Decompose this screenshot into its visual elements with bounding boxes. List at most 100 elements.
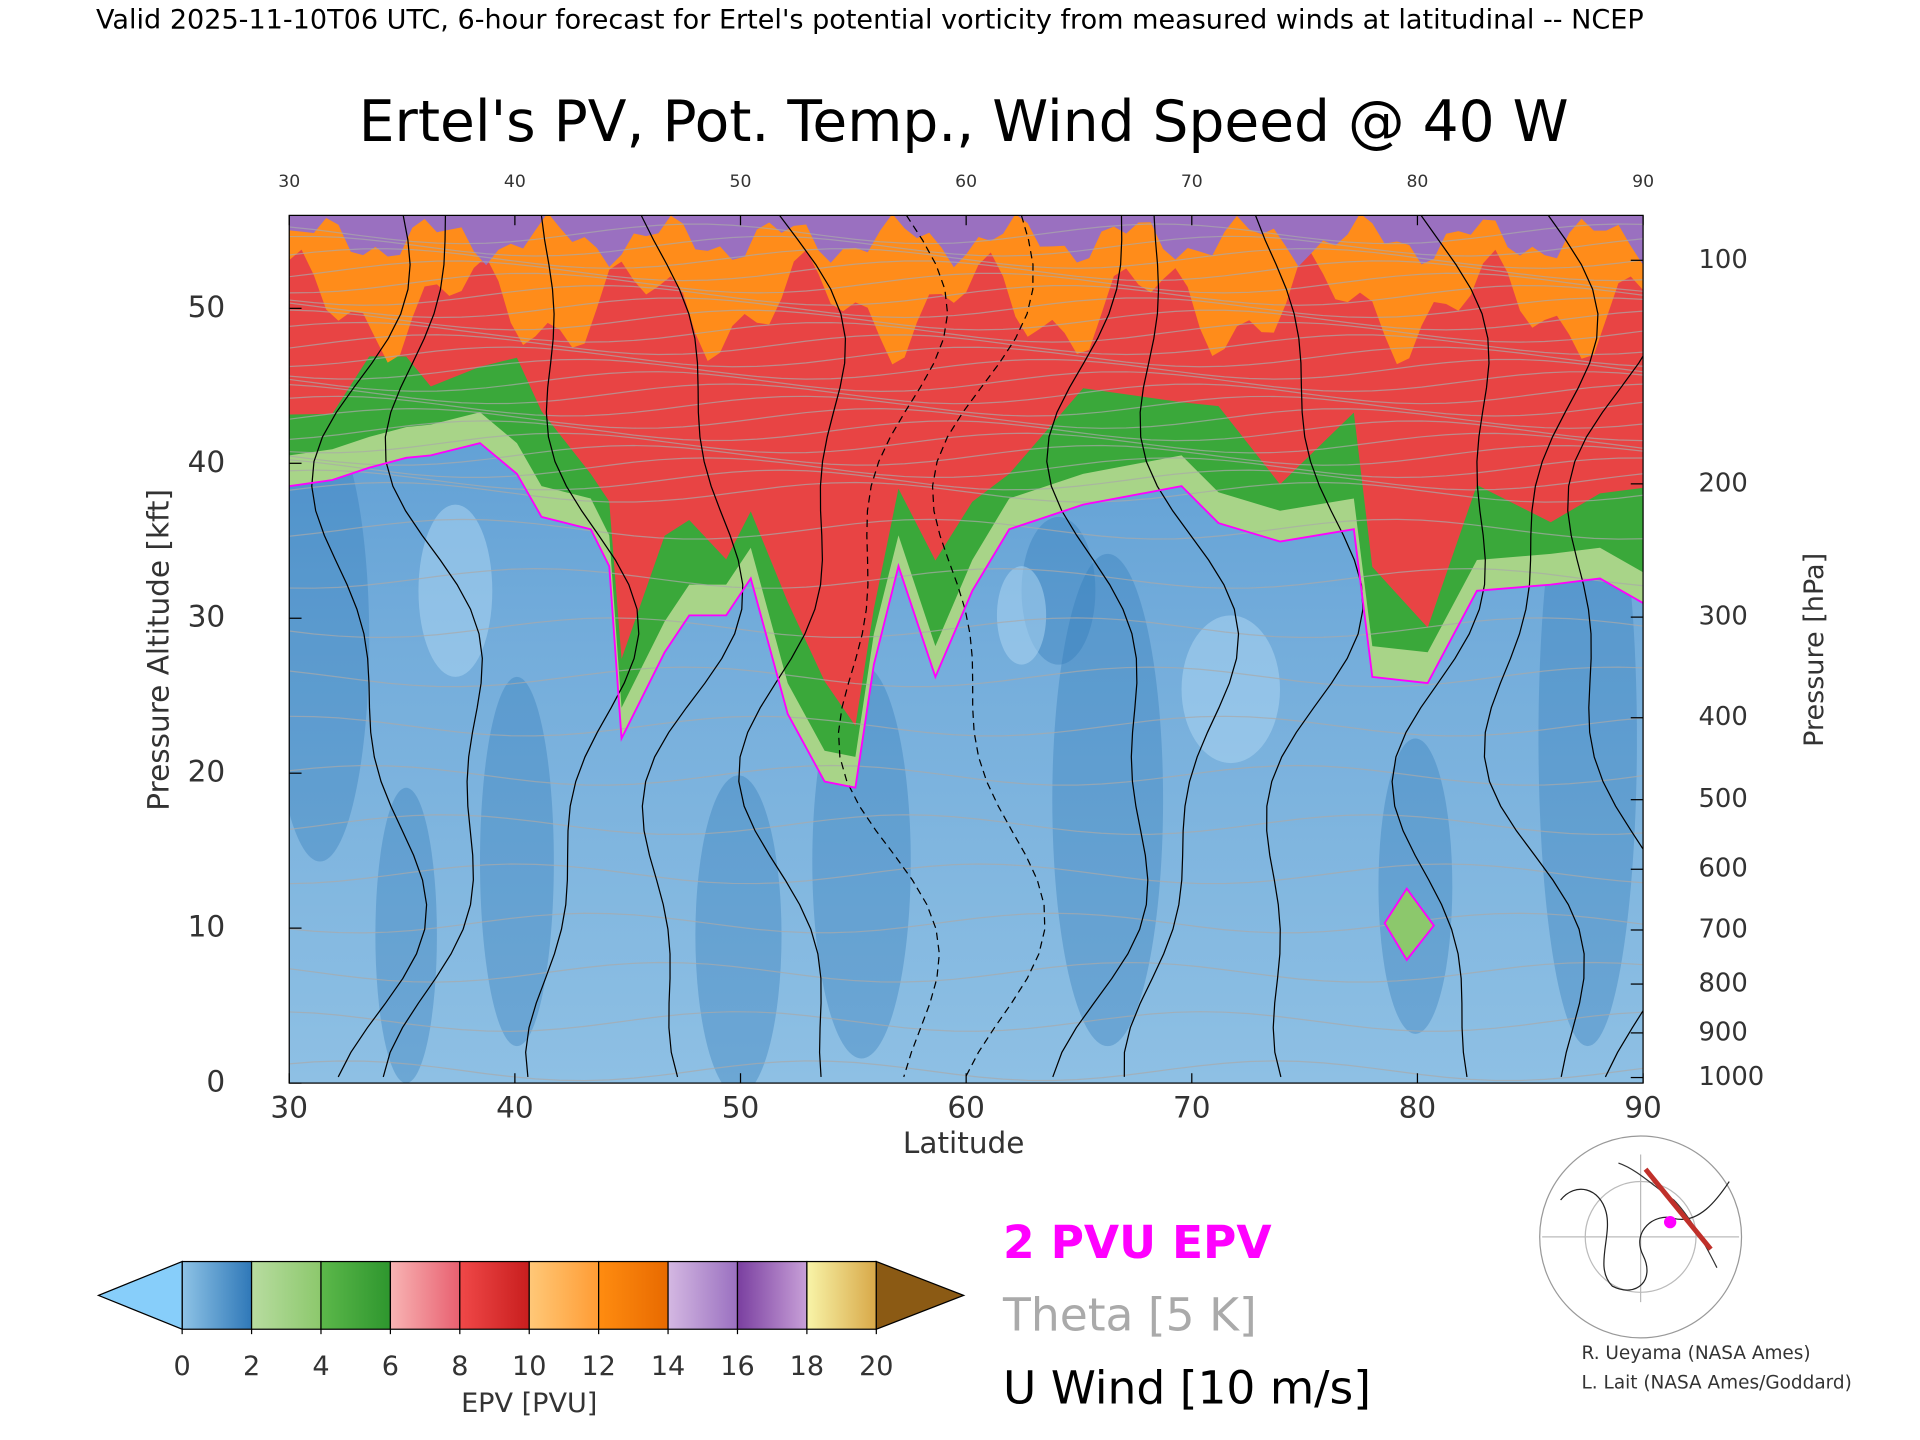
wind-contour: [1123, 215, 1240, 1077]
pv-patch: [289, 418, 370, 862]
legend-entry: Theta [5 K]: [1002, 1289, 1257, 1342]
colorbar-segment: [667, 1260, 739, 1330]
y-tick-label: 10: [188, 910, 226, 944]
x-axis-label: Latitude: [903, 1126, 1024, 1160]
x-tick-label: 90: [1624, 1090, 1662, 1124]
y2-tick-label: 300: [1698, 602, 1747, 632]
wind-contour: [1567, 354, 1644, 1078]
y2-tick-label: 400: [1698, 702, 1747, 732]
map-point: [1664, 1216, 1677, 1229]
colorbar-segment: [528, 1260, 600, 1330]
x-tick-label: 40: [496, 1090, 534, 1124]
colorbar-tick-label: 14: [651, 1351, 685, 1382]
section-track: [1643, 1167, 1713, 1251]
pv-patch: [695, 775, 782, 1084]
theta-contour: [289, 334, 1644, 356]
legend-entry: U Wind [10 m/s]: [1003, 1361, 1371, 1414]
x-tick-label: 50: [722, 1090, 760, 1124]
theta-contour: [289, 358, 1644, 380]
y-axis-label: Pressure Altitude [kft]: [142, 489, 176, 811]
colorbar-segment: [320, 1260, 392, 1330]
y2-tick-label: 900: [1698, 1017, 1747, 1047]
y2-tick-label: 600: [1698, 854, 1747, 884]
chart-title: Ertel's PV, Pot. Temp., Wind Speed @ 40 …: [359, 89, 1569, 155]
y-tick-label: 40: [188, 445, 226, 479]
colorbar-tick-label: 4: [312, 1351, 329, 1382]
colorbar-tick-label: 6: [382, 1351, 399, 1382]
theta-contour: [289, 469, 1644, 491]
colorbar-tick-label: 2: [243, 1351, 260, 1382]
theta-contour: [289, 666, 1644, 688]
x2-tick-label: 50: [730, 172, 752, 192]
header-text: Valid 2025-11-10T06 UTC, 6-hour forecast…: [96, 4, 1644, 35]
theta-contour: [289, 346, 1644, 368]
colorbar-segment: [389, 1260, 461, 1330]
tropopause-line: [1383, 886, 1436, 962]
x2-tick-label: 70: [1181, 172, 1203, 192]
theta-contour: [289, 617, 1644, 639]
wind-contour: [1483, 215, 1599, 1078]
x2-tick-label: 40: [504, 172, 526, 192]
colorbar-under: [96, 1260, 183, 1331]
x-tick-label: 30: [270, 1090, 308, 1124]
theta-contour: [289, 395, 1644, 417]
theta-contour: [289, 407, 1644, 429]
x2-tick-label: 30: [278, 172, 300, 192]
wind-contour: [1254, 215, 1364, 1078]
colorbar-segment: [181, 1260, 253, 1330]
theta-contour: [289, 309, 1644, 331]
y2-tick-label: 700: [1698, 914, 1747, 944]
y2-tick-label: 800: [1698, 969, 1747, 999]
wind-contour: [738, 215, 847, 1077]
colorbar-segment: [250, 1260, 322, 1330]
theta-contour: [289, 567, 1644, 589]
x-tick-label: 60: [947, 1090, 985, 1124]
theta-contour: [289, 235, 1644, 257]
colorbar-segment: [736, 1260, 808, 1330]
x2-tick-label: 60: [955, 172, 977, 192]
pv-patch: [375, 787, 437, 1084]
y-tick-label: 30: [188, 600, 226, 634]
pv-patch: [418, 504, 493, 677]
theta-contour: [289, 321, 1644, 343]
wind-contour: [382, 215, 483, 1078]
theta-contour: [289, 420, 1644, 442]
y2-tick-label: 200: [1698, 468, 1747, 498]
map-graticule: [1539, 1135, 1743, 1339]
theta-contour: [289, 863, 1644, 885]
theta-contour: [289, 247, 1644, 269]
y2-tick-label: 1000: [1698, 1062, 1764, 1092]
colorbar-tick-label: 18: [790, 1351, 824, 1382]
pv-patch: [1378, 738, 1453, 1034]
wind-contour: [837, 215, 949, 1078]
wind-contour: [525, 215, 640, 1077]
theta-contour: [289, 814, 1644, 835]
theta-contour: [289, 432, 1644, 454]
x2-tick-label: 80: [1406, 172, 1428, 192]
colorbar-segment: [806, 1260, 877, 1330]
x2-tick-label: 90: [1632, 172, 1654, 192]
locator-map: [1539, 1135, 1743, 1339]
pv-patch: [1052, 553, 1164, 1047]
x-tick-label: 70: [1173, 1090, 1211, 1124]
theta-contour: [289, 961, 1644, 983]
colorbar-segment: [598, 1260, 669, 1330]
y-tick-label: 20: [188, 755, 226, 789]
x-tick-label: 80: [1399, 1090, 1437, 1124]
wind-contour: [1391, 215, 1490, 1078]
colorbar-tick-label: 0: [174, 1351, 191, 1382]
theta-contour: [289, 297, 1644, 319]
colorbar-label: EPV [PVU]: [461, 1388, 597, 1419]
colorbar-tick-label: 8: [451, 1351, 468, 1382]
theta-contour: [289, 518, 1644, 540]
wind-contour: [640, 215, 744, 1078]
theta-contour: [289, 1011, 1644, 1033]
pv-patch: [996, 566, 1047, 665]
y-tick-label: 50: [188, 290, 226, 324]
credit: R. Ueyama (NASA Ames): [1582, 1343, 1811, 1364]
theta-contour: [289, 260, 1644, 282]
theta-contour: [289, 383, 1644, 405]
theta-contour: [289, 444, 1644, 466]
